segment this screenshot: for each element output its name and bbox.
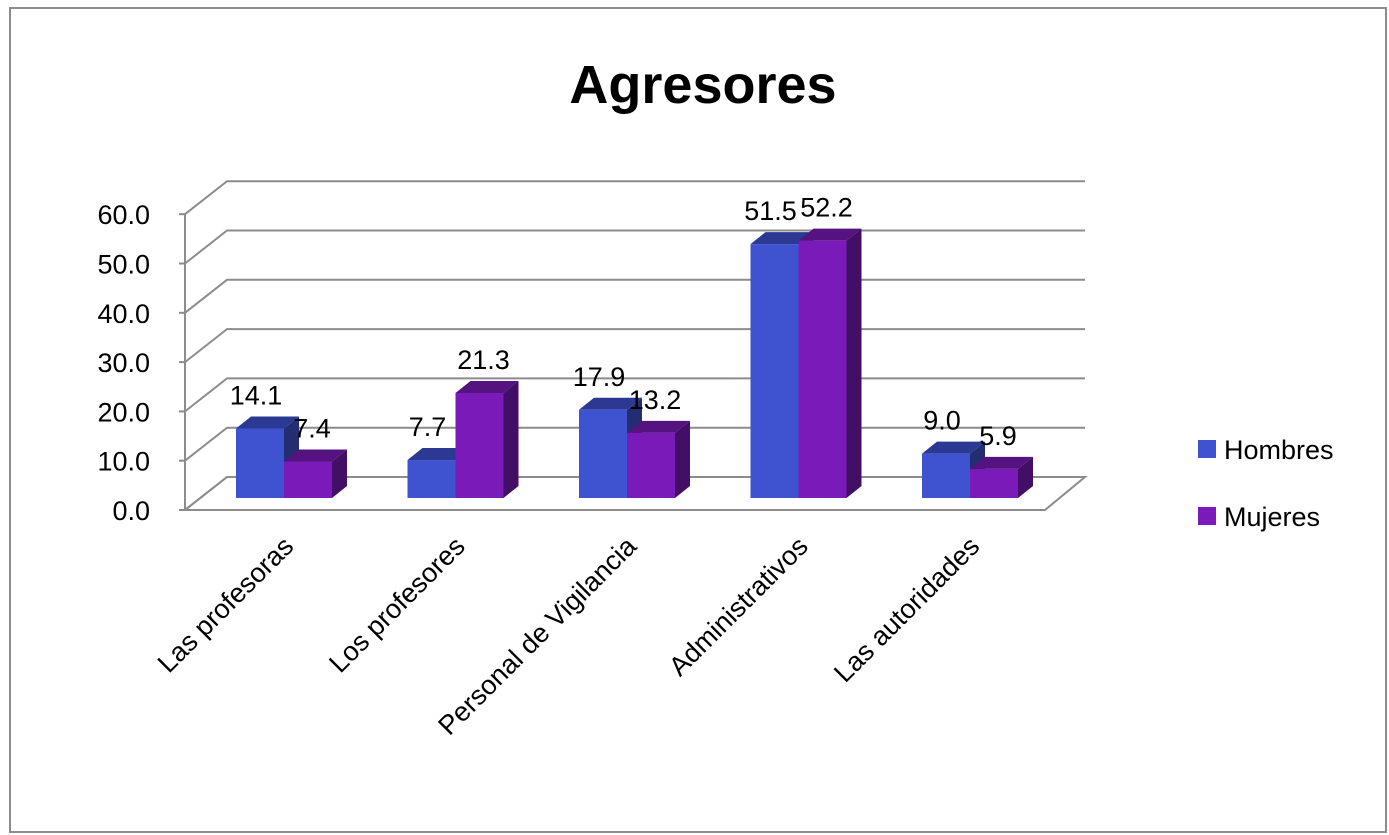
bar-side: [675, 420, 690, 498]
x-category-label: Personal de Vigilancia: [432, 530, 642, 740]
bar-front: [750, 244, 799, 498]
y-tick-label: 50.0: [97, 250, 150, 280]
data-label: 7.7: [409, 412, 447, 442]
data-label: 14.1: [230, 380, 283, 410]
bar-top: [284, 449, 347, 462]
legend-swatch: [1198, 440, 1216, 458]
bar-top: [922, 441, 985, 454]
bar-top: [970, 456, 1033, 469]
x-category-label: Las profesoras: [152, 531, 300, 679]
bar: [284, 449, 347, 498]
bar-front: [455, 392, 504, 498]
bar-front: [284, 461, 332, 498]
legend: Hombres Mujeres: [1198, 435, 1334, 532]
bar-front: [798, 240, 847, 499]
gridline: [184, 229, 1085, 265]
bar-front: [627, 432, 675, 498]
data-label: 17.9: [573, 362, 626, 392]
bar-front: [970, 468, 1018, 498]
legend-item: Hombres: [1198, 435, 1334, 465]
data-label: 51.5: [744, 196, 797, 226]
bar-top: [750, 232, 814, 245]
bar-front: [407, 460, 456, 498]
bar-top: [627, 420, 690, 433]
data-label: 7.4: [293, 414, 331, 444]
bar: [627, 420, 690, 498]
bar-top: [455, 380, 519, 393]
x-category-label: Administrativos: [663, 531, 814, 682]
bar: [970, 456, 1033, 498]
data-label: 52.2: [800, 193, 853, 223]
bar-top: [579, 397, 642, 410]
gridline: [184, 278, 1085, 314]
x-category-label: Las autoridades: [828, 531, 985, 688]
data-labels: 14.1 7.4 7.7 21.3 17.913.2 51.5 52.2 9.0 5.9: [230, 193, 1017, 451]
bar-front: [579, 409, 627, 498]
bar: [455, 380, 519, 498]
y-tick-label: 60.0: [97, 200, 150, 230]
bar-top: [798, 228, 862, 241]
gridline: [184, 328, 1085, 363]
y-axis-ticks: 0.0 10.0 20.0 30.0 40.0 50.0 60.0: [97, 200, 150, 526]
bar-front: [922, 453, 970, 498]
legend-label: Hombres: [1224, 435, 1334, 465]
y-tick-label: 30.0: [97, 348, 150, 378]
bar-side: [846, 228, 862, 499]
bar-top: [236, 416, 299, 429]
y-tick-label: 0.0: [112, 496, 150, 526]
chart-frame: [9, 7, 1387, 833]
bar-top: [407, 448, 471, 461]
data-label: 5.9: [979, 421, 1017, 451]
bar-side: [503, 380, 519, 498]
bars: [236, 228, 1033, 499]
gridline: [184, 180, 1085, 215]
bar-front: [236, 428, 284, 498]
data-label: 21.3: [457, 345, 510, 375]
legend-swatch: [1198, 507, 1216, 525]
y-tick-label: 20.0: [97, 397, 150, 427]
y-tick-label: 10.0: [97, 447, 150, 477]
x-category-label: Los profesores: [323, 531, 471, 679]
y-tick-label: 40.0: [97, 299, 150, 329]
bar: [798, 228, 862, 499]
bar-side: [332, 449, 347, 498]
bar-side: [1018, 456, 1033, 498]
legend-item: Mujeres: [1198, 502, 1320, 532]
chart-title: Agresores: [569, 55, 836, 115]
legend-label: Mujeres: [1224, 502, 1320, 532]
data-label: 13.2: [629, 385, 682, 415]
data-label: 9.0: [923, 406, 961, 436]
